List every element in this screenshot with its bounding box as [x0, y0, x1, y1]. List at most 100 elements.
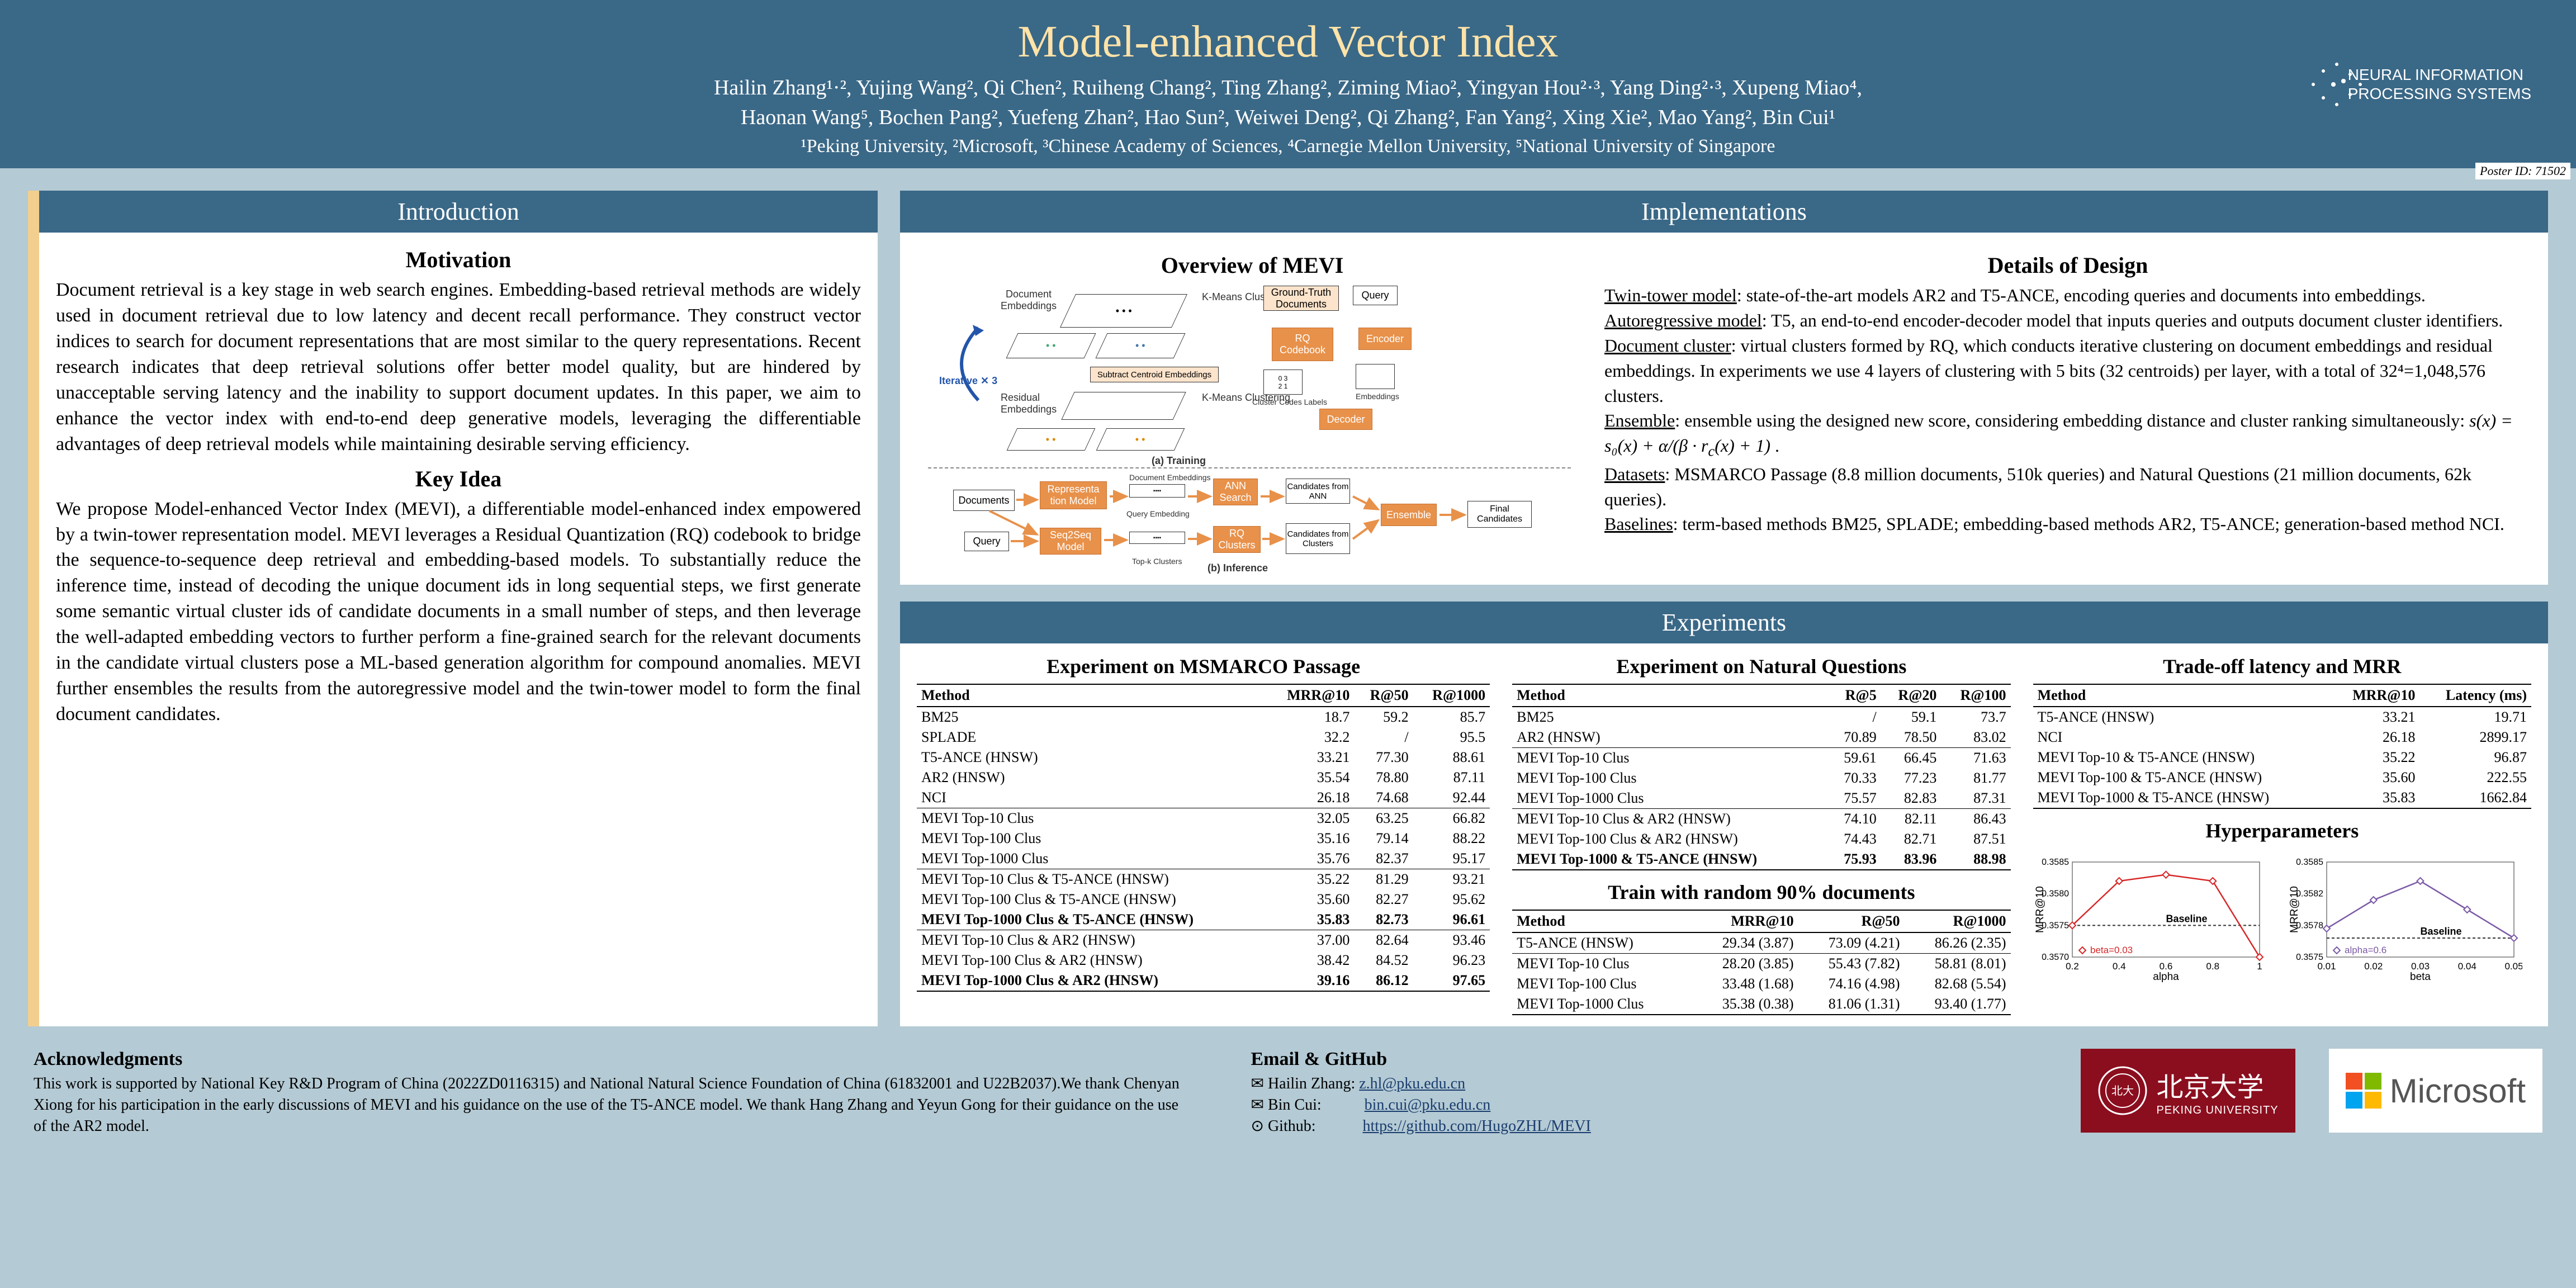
- email-hailin-label: ✉ Hailin Zhang:: [1251, 1075, 1355, 1092]
- decoder-box: Decoder: [1319, 409, 1372, 430]
- msmarco-table: MethodMRR@10R@50R@1000BM2518.759.285.7SP…: [917, 684, 1490, 992]
- diagram-separator: [928, 467, 1571, 468]
- svg-text:Baseline: Baseline: [2166, 913, 2207, 925]
- footer: Acknowledgments This work is supported b…: [0, 1038, 2576, 1148]
- svg-text:MRR@10: MRR@10: [2289, 887, 2300, 934]
- keyidea-title: Key Idea: [56, 466, 861, 492]
- iterative-arrow-icon: [939, 322, 995, 406]
- experiments-section: Experiments Experiment on MSMARCO Passag…: [900, 602, 2548, 1026]
- seq2seq-box: Seq2Seq Model: [1040, 528, 1101, 555]
- exp-header: Experiments: [900, 602, 2548, 643]
- neurips-text: NEURAL INFORMATION PROCESSING SYSTEMS: [2348, 65, 2531, 103]
- content-area: Introduction Motivation Document retriev…: [0, 168, 2576, 1038]
- ensemble-box: Ensemble: [1381, 504, 1437, 526]
- github-link[interactable]: https://github.com/HugoZHL/MEVI: [1363, 1117, 1591, 1135]
- svg-text:alpha=0.6: alpha=0.6: [2345, 945, 2386, 955]
- rq-clusters-box: RQ Clusters: [1213, 526, 1261, 553]
- latency-table: MethodMRR@10Latency (ms)T5-ANCE (HNSW)33…: [2033, 684, 2531, 809]
- documents-box: Documents: [953, 490, 1015, 511]
- query2-box: Query: [964, 532, 1009, 551]
- encoder-box: Encoder: [1358, 328, 1412, 350]
- affiliations: ¹Peking University, ²Microsoft, ³Chinese…: [34, 136, 2542, 157]
- pku-logo: 北大 北京大学PEKING UNIVERSITY: [2081, 1049, 2295, 1133]
- training-label: (a) Training: [1152, 455, 1206, 467]
- svg-text:0.02: 0.02: [2364, 961, 2383, 972]
- svg-text:MRR@10: MRR@10: [2034, 887, 2046, 934]
- doc-emb-cells: ▪▪▪▪: [1129, 484, 1185, 498]
- cluster4: • •: [1096, 428, 1185, 451]
- svg-text:beta=0.03: beta=0.03: [2090, 945, 2133, 955]
- svg-text:0.2: 0.2: [2066, 961, 2079, 972]
- overview-title: Overview of MEVI: [917, 252, 1588, 278]
- latency-title: Trade-off latency and MRR: [2033, 655, 2531, 678]
- svg-text:0.4: 0.4: [2112, 961, 2125, 972]
- inference-label: (b) Inference: [1208, 562, 1268, 574]
- email-hailin-link[interactable]: z.hl@pku.edu.cn: [1359, 1075, 1465, 1092]
- ack-title: Acknowledgments: [34, 1049, 1195, 1070]
- svg-text:beta: beta: [2410, 971, 2431, 982]
- cluster-labels-text: Cluster Codes Labels: [1252, 397, 1327, 406]
- gt-docs-box: Ground-Truth Documents: [1263, 286, 1339, 311]
- doc-emb-box: • • •: [1060, 294, 1187, 328]
- svg-text:0.3585: 0.3585: [2296, 858, 2323, 867]
- rq-codebook-box: RQ Codebook: [1272, 328, 1333, 361]
- svg-text:0.3585: 0.3585: [2042, 858, 2069, 867]
- poster-id-badge: Poster ID: 71502: [2475, 163, 2570, 179]
- query-box: Query: [1353, 286, 1398, 305]
- svg-text:0.8: 0.8: [2206, 961, 2219, 972]
- nq-table: MethodR@5R@20R@100BM25/59.173.7AR2 (HNSW…: [1512, 684, 2010, 870]
- email-bin-link[interactable]: bin.cui@pku.edu.cn: [1365, 1096, 1491, 1114]
- details-text: Twin-tower model: state-of-the-art model…: [1604, 283, 2531, 537]
- neurips-logo: NEURAL INFORMATION PROCESSING SYSTEMS: [2270, 51, 2531, 118]
- repr-model-box: Representa tion Model: [1040, 481, 1107, 509]
- hyper-title: Hyperparameters: [2033, 819, 2531, 842]
- mevi-diagram: Document Embeddings • • • K-Means Cluste…: [917, 283, 1588, 574]
- svg-text:0.6: 0.6: [2159, 961, 2172, 972]
- svg-text:0.03: 0.03: [2411, 961, 2430, 972]
- pku-seal-icon: 北大: [2097, 1066, 2148, 1116]
- random-title: Train with random 90% documents: [1512, 880, 2010, 904]
- authors-line2: Haonan Wang⁵, Bochen Pang², Yuefeng Zhan…: [34, 103, 2542, 132]
- ack-text: This work is supported by National Key R…: [34, 1073, 1195, 1137]
- motivation-title: Motivation: [56, 247, 861, 273]
- keyidea-text: We propose Model-enhanced Vector Index (…: [56, 496, 861, 727]
- ms-squares-icon: [2346, 1073, 2381, 1109]
- svg-text:北大: 北大: [2111, 1085, 2134, 1097]
- final-cand-box: Final Candidates: [1467, 501, 1532, 528]
- motivation-text: Document retrieval is a key stage in web…: [56, 277, 861, 457]
- email-title: Email & GitHub: [1251, 1049, 2025, 1070]
- svg-text:0.04: 0.04: [2458, 961, 2476, 972]
- residual-label: Residual Embeddings: [1001, 392, 1057, 415]
- introduction-column: Introduction Motivation Document retriev…: [28, 191, 878, 1026]
- embeddings-box: [1356, 364, 1395, 389]
- msmarco-title: Experiment on MSMARCO Passage: [917, 655, 1490, 678]
- topk-cells: ▪▪▪▪: [1129, 532, 1185, 544]
- implementations-section: Implementations Overview of MEVI Documen…: [900, 191, 2548, 585]
- doc-emb-label: Document Embeddings: [995, 288, 1062, 312]
- svg-text:0.3570: 0.3570: [2042, 953, 2069, 962]
- svg-text:alpha: alpha: [2153, 971, 2179, 982]
- residual-box: [1061, 392, 1186, 420]
- right-column: Implementations Overview of MEVI Documen…: [900, 191, 2548, 1026]
- ann-search-box: ANN Search: [1213, 479, 1258, 505]
- doc-emb2-label: Document Embeddings: [1129, 473, 1211, 482]
- topk-label: Top-k Clusters: [1132, 557, 1182, 566]
- cluster2: • •: [1096, 333, 1186, 358]
- svg-text:0.05: 0.05: [2505, 961, 2523, 972]
- svg-text:0.01: 0.01: [2318, 961, 2336, 972]
- beta-chart: Baseline0.010.020.030.040.05beta0.35750.…: [2288, 854, 2531, 985]
- svg-text:1: 1: [2257, 961, 2262, 972]
- cluster1: • •: [1006, 333, 1096, 358]
- cluster3: • •: [1007, 428, 1096, 451]
- impl-header: Implementations: [900, 191, 2548, 233]
- alpha-chart: Baseline0.20.40.60.81alpha0.35700.35750.…: [2033, 854, 2277, 985]
- neurips-dots-icon: [2270, 51, 2337, 118]
- nq-title: Experiment on Natural Questions: [1512, 655, 2010, 678]
- svg-text:0.3575: 0.3575: [2296, 953, 2323, 962]
- subtract-box: Subtract Centroid Embeddings: [1090, 367, 1219, 382]
- cand-clusters-box: Candidates from Clusters: [1286, 523, 1350, 554]
- cand-ann-box: Candidates from ANN: [1286, 479, 1350, 504]
- page-title: Model-enhanced Vector Index: [34, 17, 2542, 68]
- embeddings-label: Embeddings: [1356, 392, 1399, 401]
- github-label: ⊙ Github:: [1251, 1117, 1315, 1135]
